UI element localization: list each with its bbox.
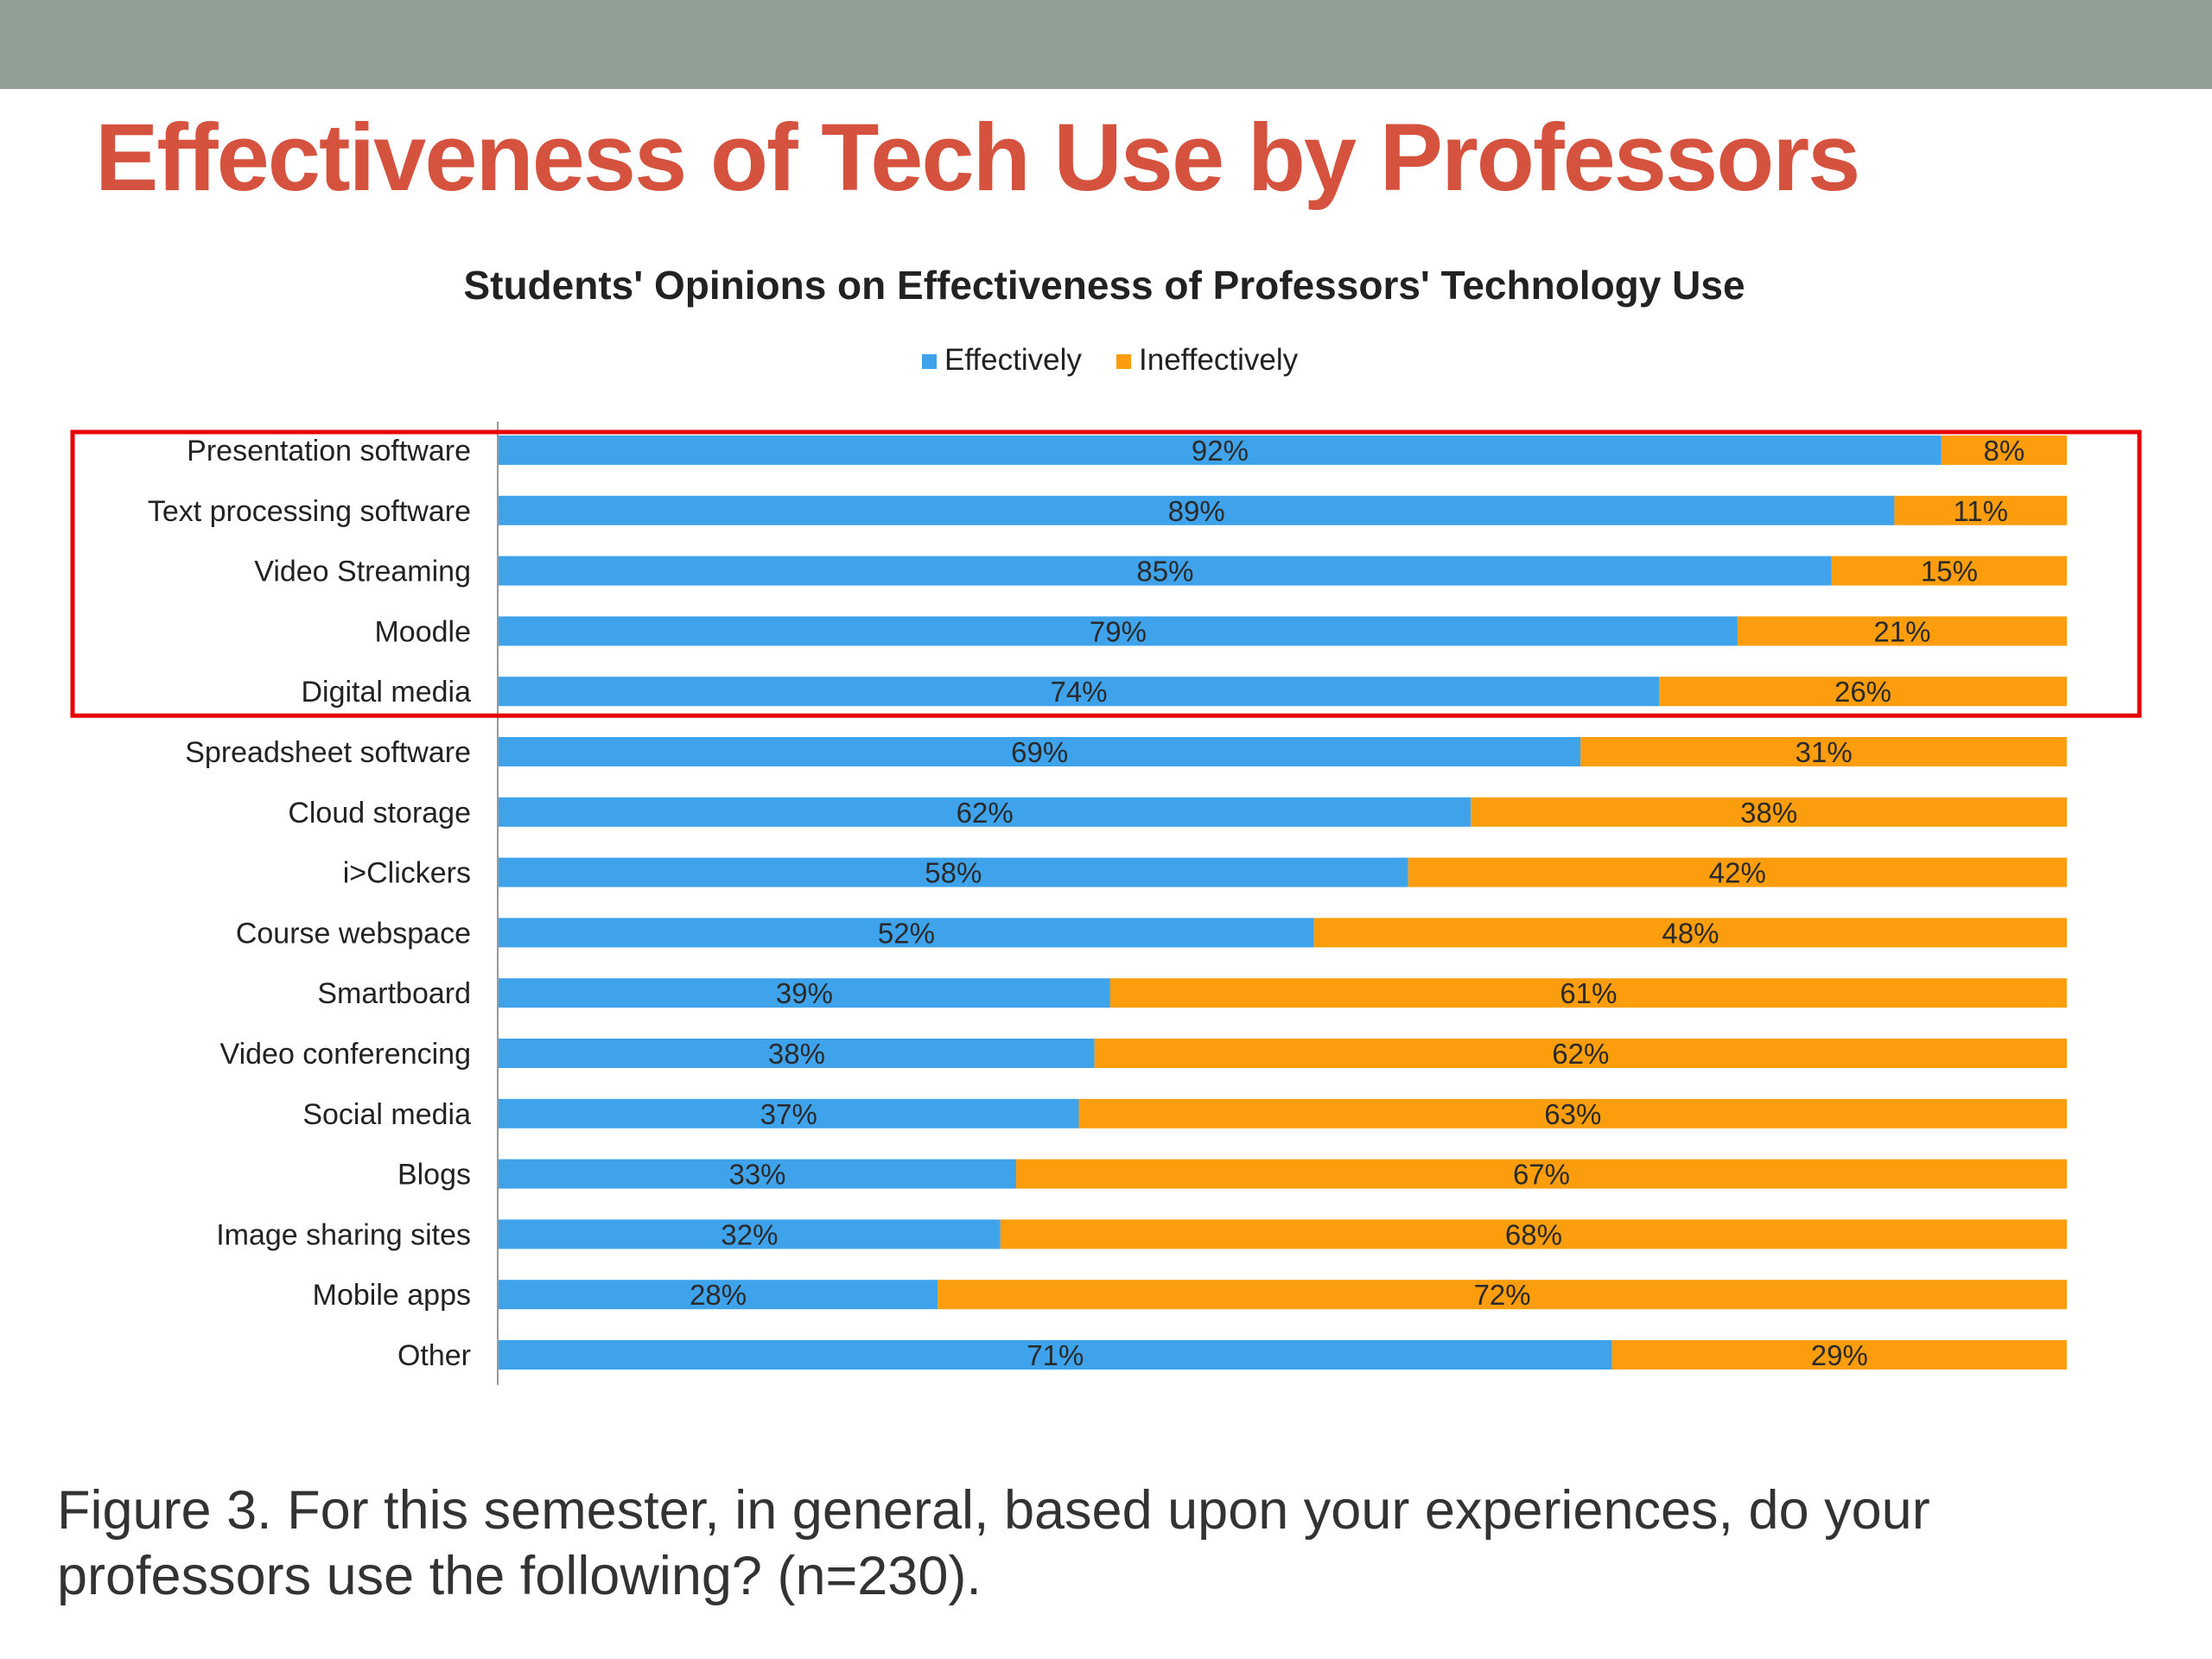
bar-video-streaming-effectively xyxy=(499,556,1832,586)
data-label-digital-media-ineffectively: 26% xyxy=(1834,676,1891,708)
bar-other-ineffectively xyxy=(1611,1340,2067,1370)
bar-mobile-apps-ineffectively xyxy=(938,1280,2067,1310)
category-label-video-streaming: Video Streaming xyxy=(254,556,471,588)
data-label-social-media-ineffectively: 63% xyxy=(1544,1098,1601,1130)
bar-presentation-software-ineffectively xyxy=(1941,435,2067,465)
bar-other-effectively xyxy=(499,1340,1612,1370)
data-label-moodle-effectively: 79% xyxy=(1090,615,1147,647)
data-label-video-conferencing-ineffectively: 62% xyxy=(1552,1038,1609,1070)
data-label-blogs-effectively: 33% xyxy=(728,1159,785,1191)
data-label-video-conferencing-effectively: 38% xyxy=(768,1038,825,1070)
legend-swatch-ineffectively xyxy=(1116,354,1131,369)
data-label-spreadsheet-software-ineffectively: 31% xyxy=(1796,736,1853,768)
bar-image-sharing-sites-ineffectively xyxy=(1000,1219,2067,1249)
data-label-cloud-storage-ineffectively: 38% xyxy=(1740,797,1797,829)
legend-label-ineffectively: Ineffectively xyxy=(1139,343,1299,377)
data-label-text-processing-software-effectively: 89% xyxy=(1168,495,1225,527)
top-band xyxy=(0,0,2212,89)
data-label-presentation-software-ineffectively: 8% xyxy=(1984,435,2025,467)
category-label-presentation-software: Presentation software xyxy=(187,435,471,467)
data-label-i-clickers-ineffectively: 42% xyxy=(1709,857,1766,889)
category-label-course-webspace: Course webspace xyxy=(236,917,471,950)
category-label-i-clickers: i>Clickers xyxy=(343,857,471,890)
bars-group xyxy=(499,435,2068,1370)
data-label-mobile-apps-ineffectively: 72% xyxy=(1474,1279,1531,1311)
bar-i-clickers-effectively xyxy=(499,857,1408,887)
legend-swatch-effectively xyxy=(922,354,937,369)
category-label-mobile-apps: Mobile apps xyxy=(313,1279,471,1312)
bar-moodle-effectively xyxy=(499,616,1738,646)
chart-title: Students' Opinions on Effectiveness of P… xyxy=(463,263,1745,308)
category-label-cloud-storage: Cloud storage xyxy=(288,797,471,830)
data-label-moodle-ineffectively: 21% xyxy=(1873,615,1930,647)
bar-cloud-storage-effectively xyxy=(499,797,1471,827)
category-label-social-media: Social media xyxy=(302,1098,471,1131)
category-label-blogs: Blogs xyxy=(397,1159,471,1192)
data-labels-group: 92% 8% 89% 11% 85% 15% 79% 21% 74% 26% 69% 31% 62% 38… xyxy=(690,435,2024,1371)
data-label-cloud-storage-effectively: 62% xyxy=(957,797,1014,829)
data-label-video-streaming-ineffectively: 15% xyxy=(1921,556,1978,588)
bar-image-sharing-sites-effectively xyxy=(499,1219,1001,1249)
bar-social-media-ineffectively xyxy=(1078,1098,2067,1128)
bar-mobile-apps-effectively xyxy=(499,1280,938,1310)
data-label-mobile-apps-effectively: 28% xyxy=(690,1279,747,1311)
bar-text-processing-software-effectively xyxy=(499,495,1895,525)
bar-cloud-storage-ineffectively xyxy=(1471,797,2067,827)
bar-digital-media-effectively xyxy=(499,677,1660,707)
bar-course-webspace-ineffectively xyxy=(1313,918,2067,948)
slide-title: Effectiveness of Tech Use by Professors xyxy=(95,105,1860,211)
category-label-text-processing-software: Text processing software xyxy=(148,495,471,528)
data-label-image-sharing-sites-ineffectively: 68% xyxy=(1505,1218,1562,1250)
legend-label-effectively: Effectively xyxy=(944,343,1082,377)
category-label-other: Other xyxy=(397,1339,471,1372)
data-label-image-sharing-sites-effectively: 32% xyxy=(721,1218,778,1250)
bar-smartboard-ineffectively xyxy=(1109,978,2067,1008)
data-label-presentation-software-effectively: 92% xyxy=(1192,435,1249,467)
data-label-blogs-ineffectively: 67% xyxy=(1513,1159,1570,1191)
bar-blogs-effectively xyxy=(499,1159,1016,1189)
bar-i-clickers-ineffectively xyxy=(1408,857,2067,887)
data-label-i-clickers-effectively: 58% xyxy=(925,857,982,889)
data-label-smartboard-effectively: 39% xyxy=(776,977,833,1009)
figure-caption: Figure 3. For this semester, in general,… xyxy=(57,1480,1930,1606)
category-label-smartboard: Smartboard xyxy=(317,977,471,1010)
data-label-social-media-effectively: 37% xyxy=(760,1098,817,1130)
category-label-moodle: Moodle xyxy=(374,615,471,648)
category-label-digital-media: Digital media xyxy=(301,676,471,709)
data-label-other-ineffectively: 29% xyxy=(1811,1339,1868,1371)
bar-video-conferencing-ineffectively xyxy=(1094,1039,2067,1068)
data-label-smartboard-ineffectively: 61% xyxy=(1560,977,1617,1009)
category-label-image-sharing-sites: Image sharing sites xyxy=(216,1218,471,1251)
category-labels-group: Presentation software Text processing sof… xyxy=(148,435,471,1372)
bar-presentation-software-effectively xyxy=(499,435,1942,465)
category-label-spreadsheet-software: Spreadsheet software xyxy=(185,736,471,769)
data-label-other-effectively: 71% xyxy=(1027,1339,1084,1371)
bar-blogs-ineffectively xyxy=(1016,1159,2068,1189)
data-label-spreadsheet-software-effectively: 69% xyxy=(1011,736,1068,768)
bar-video-streaming-ineffectively xyxy=(1831,556,2068,586)
bar-moodle-ineffectively xyxy=(1737,616,2067,646)
highlight-box xyxy=(70,429,2142,718)
bar-spreadsheet-software-ineffectively xyxy=(1580,737,2067,766)
bar-video-conferencing-effectively xyxy=(499,1039,1095,1068)
data-label-course-webspace-effectively: 52% xyxy=(878,917,935,949)
data-label-course-webspace-ineffectively: 48% xyxy=(1662,917,1719,949)
data-label-video-streaming-effectively: 85% xyxy=(1136,556,1193,588)
bar-text-processing-software-ineffectively xyxy=(1894,495,2068,525)
legend: Effectively Ineffectively xyxy=(922,343,1299,377)
category-label-video-conferencing: Video conferencing xyxy=(220,1038,471,1071)
data-label-digital-media-effectively: 74% xyxy=(1050,676,1107,708)
bar-course-webspace-effectively xyxy=(499,918,1314,948)
bar-spreadsheet-software-effectively xyxy=(499,737,1581,766)
bar-social-media-effectively xyxy=(499,1098,1079,1128)
bar-digital-media-ineffectively xyxy=(1659,677,2067,707)
data-label-text-processing-software-ineffectively: 11% xyxy=(1953,495,2008,527)
bar-smartboard-effectively xyxy=(499,978,1110,1008)
